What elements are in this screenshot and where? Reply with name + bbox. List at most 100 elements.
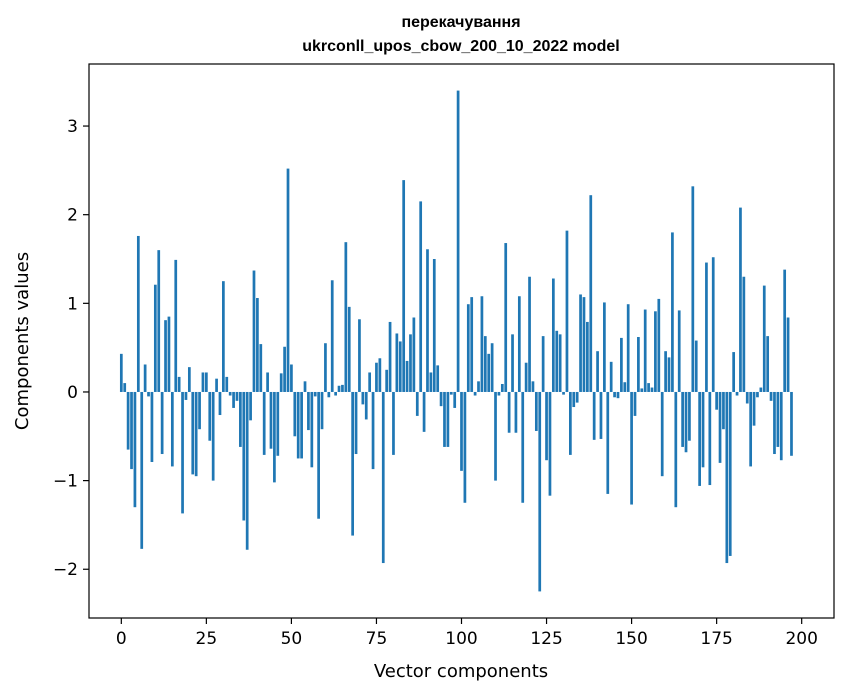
bar-113 [504,243,508,392]
bar-171 [701,391,705,468]
bar-72 [364,391,368,420]
bar-192 [773,391,776,455]
bar-26 [208,391,212,441]
x-axis-label: Vector components [374,661,548,682]
bar-115 [511,334,514,392]
bar-182 [739,207,742,392]
y-tick-label: −2 [53,560,78,580]
bar-127 [551,278,555,392]
bar-42 [262,391,266,455]
bar-19 [184,391,188,400]
bar-60 [324,343,327,392]
bar-96 [446,391,450,447]
bar-29 [218,391,222,416]
bar-12 [160,391,164,455]
bar-190 [766,336,770,392]
bar-176 [718,391,722,463]
bar-110 [494,391,497,481]
bar-6 [140,391,144,549]
bar-3 [130,391,133,470]
bar-168 [691,186,695,392]
bar-148 [623,382,627,392]
bar-147 [620,337,623,392]
bar-102 [466,304,470,392]
bar-143 [606,391,610,494]
bar-48 [283,346,286,392]
chart-subtitle: ukrconll_upos_cbow_200_10_2022 model [302,38,619,55]
bar-141 [599,391,603,439]
bar-158 [657,298,661,392]
bar-91 [429,372,433,392]
bar-13 [164,320,167,392]
bar-144 [609,361,613,392]
bar-184 [745,391,749,404]
bar-99 [456,90,460,392]
bar-116 [514,391,518,433]
bar-174 [711,257,715,392]
bar-77 [381,391,385,564]
bar-87 [415,391,419,416]
bar-2 [126,391,130,450]
bar-181 [735,391,739,396]
bar-58 [317,391,320,519]
bar-49 [286,168,290,392]
bar-194 [779,391,783,461]
bar-169 [694,340,698,392]
bar-28 [215,378,218,392]
bar-98 [453,391,457,408]
bar-117 [517,296,521,392]
bar-21 [191,391,195,475]
bar-104 [473,391,477,396]
bar-112 [500,383,504,392]
bar-34 [235,391,239,401]
bar-35 [239,391,242,447]
bar-73 [368,372,372,392]
bar-78 [385,369,389,392]
bar-103 [470,297,474,392]
bar-124 [541,336,545,392]
x-tick-label: 125 [530,629,562,649]
bar-17 [177,376,181,392]
bar-68 [351,391,354,536]
bar-1 [123,383,127,392]
bar-160 [664,351,667,392]
y-tick-label: 3 [67,117,78,137]
bar-129 [558,334,562,392]
bar-125 [545,391,548,461]
bar-165 [681,391,684,447]
bar-183 [742,276,746,392]
bar-133 [572,391,576,408]
bar-128 [555,330,559,392]
bar-5 [136,235,140,392]
bar-65 [341,384,344,392]
bar-167 [688,391,691,441]
bar-100 [460,391,463,471]
bar-84 [405,360,409,392]
bar-106 [480,296,484,392]
bar-90 [426,249,429,392]
bar-151 [633,391,637,416]
bar-20 [187,367,191,392]
bar-79 [388,321,392,392]
y-tick-label: 2 [67,206,78,226]
bar-159 [660,391,664,477]
bar-135 [579,294,582,392]
bar-162 [671,232,674,392]
bar-105 [477,381,480,392]
bar-155 [647,383,650,392]
bar-173 [708,391,712,486]
bar-121 [531,381,535,392]
x-axis-ticks: 0 25 50 75 100 125 150 175 200 [116,618,818,649]
x-tick-label: 150 [615,629,647,649]
bar-16 [174,259,178,392]
bar-53 [300,391,303,459]
bar-139 [592,391,596,440]
bar-111 [497,391,501,396]
bar-32 [228,391,232,396]
bar-83 [402,180,406,392]
bar-180 [732,352,736,392]
bar-119 [524,362,528,392]
bar-164 [677,310,681,392]
bar-114 [507,391,511,433]
